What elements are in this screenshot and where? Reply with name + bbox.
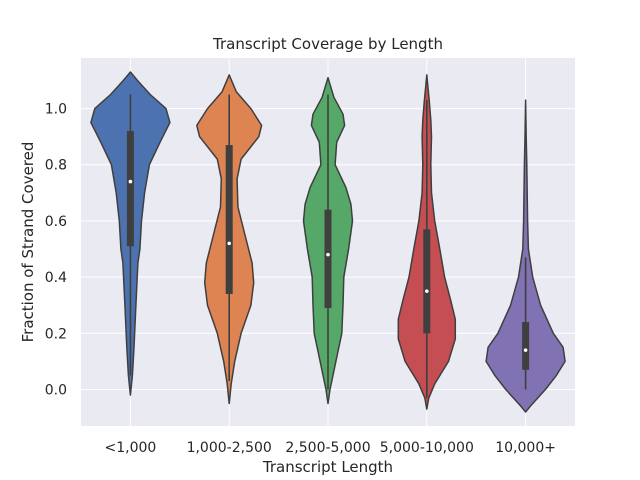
violin-median-point (425, 289, 429, 293)
y-tick-labels: 0.0 0.2 0.4 0.6 0.8 1.0 (45, 102, 67, 399)
violin-iqr-box (423, 229, 431, 334)
violin-median-point (227, 241, 231, 246)
y-axis-label: Fraction of Strand Covered (19, 142, 37, 343)
x-tick-labels: <1,000 1,000-2,500 2,500-5,000 5,000-10,000… (104, 440, 555, 456)
x-tick-label: 10,000+ (495, 440, 556, 456)
x-tick-label: <1,000 (104, 440, 156, 456)
y-tick-label: 0.6 (45, 214, 67, 230)
x-tick-label: 2,500-5,000 (285, 440, 370, 456)
violin-iqr-box (522, 322, 530, 370)
violin-iqr-box (126, 131, 134, 247)
violin-median-point (326, 252, 330, 257)
x-axis-label: Transcript Length (262, 458, 393, 476)
x-tick-label: 1,000-2,500 (187, 440, 272, 456)
violin-median-point (128, 179, 133, 184)
y-tick-label: 0.0 (45, 382, 67, 398)
chart-title: Transcript Coverage by Length (212, 35, 443, 53)
violin-iqr-box (225, 145, 233, 294)
violin-body (485, 99, 566, 413)
violins (90, 71, 566, 413)
violin-median-point (523, 348, 528, 352)
y-tick-label: 0.2 (45, 326, 67, 342)
y-tick-label: 0.4 (45, 270, 67, 286)
y-tick-label: 0.8 (45, 158, 67, 174)
x-tick-label: 5,000-10,000 (380, 440, 474, 456)
y-tick-label: 1.0 (45, 102, 67, 118)
violin-iqr-box (324, 209, 332, 309)
